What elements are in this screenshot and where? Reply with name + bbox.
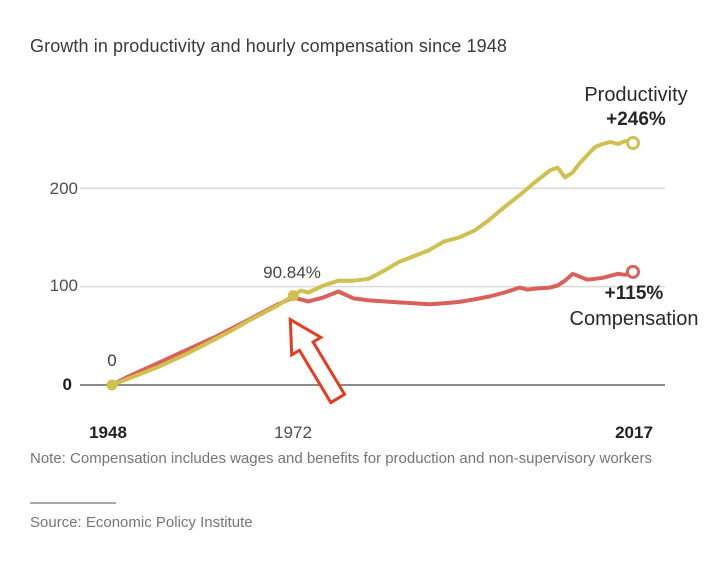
source-credit: Source: Economic Policy Institute: [30, 514, 253, 531]
compensation-series-name: Compensation: [569, 308, 699, 330]
compensation-label-group: +115% Compensation: [554, 283, 714, 331]
compensation-marker-2017: [626, 264, 640, 279]
productivity-label-group: Productivity +246%: [556, 84, 716, 131]
productivity-line: [110, 139, 635, 387]
y-tick-200: 200: [49, 179, 78, 198]
x-tick-1948: 1948: [89, 423, 127, 442]
productivity-marker-1972: [287, 290, 299, 302]
chart-title: Growth in productivity and hourly compen…: [30, 36, 507, 56]
x-tick-1972: 1972: [274, 423, 312, 442]
footnote: Note: Compensation includes wages and be…: [30, 450, 653, 467]
y-tick-100: 100: [49, 276, 78, 295]
start-value-label: 0: [107, 351, 117, 370]
productivity-marker-1948: [106, 379, 118, 391]
divergence-value-label: 90.84%: [263, 263, 321, 282]
productivity-series-name: Productivity: [584, 84, 688, 106]
productivity-marker-2017: [626, 136, 640, 150]
compensation-growth-value: +115%: [604, 283, 664, 304]
productivity-growth-value: +246%: [606, 109, 666, 130]
y-tick-0: 0: [62, 375, 72, 394]
divergence-arrow-icon: [288, 316, 347, 405]
footer-divider: [30, 502, 116, 504]
x-tick-2017: 2017: [615, 423, 653, 442]
